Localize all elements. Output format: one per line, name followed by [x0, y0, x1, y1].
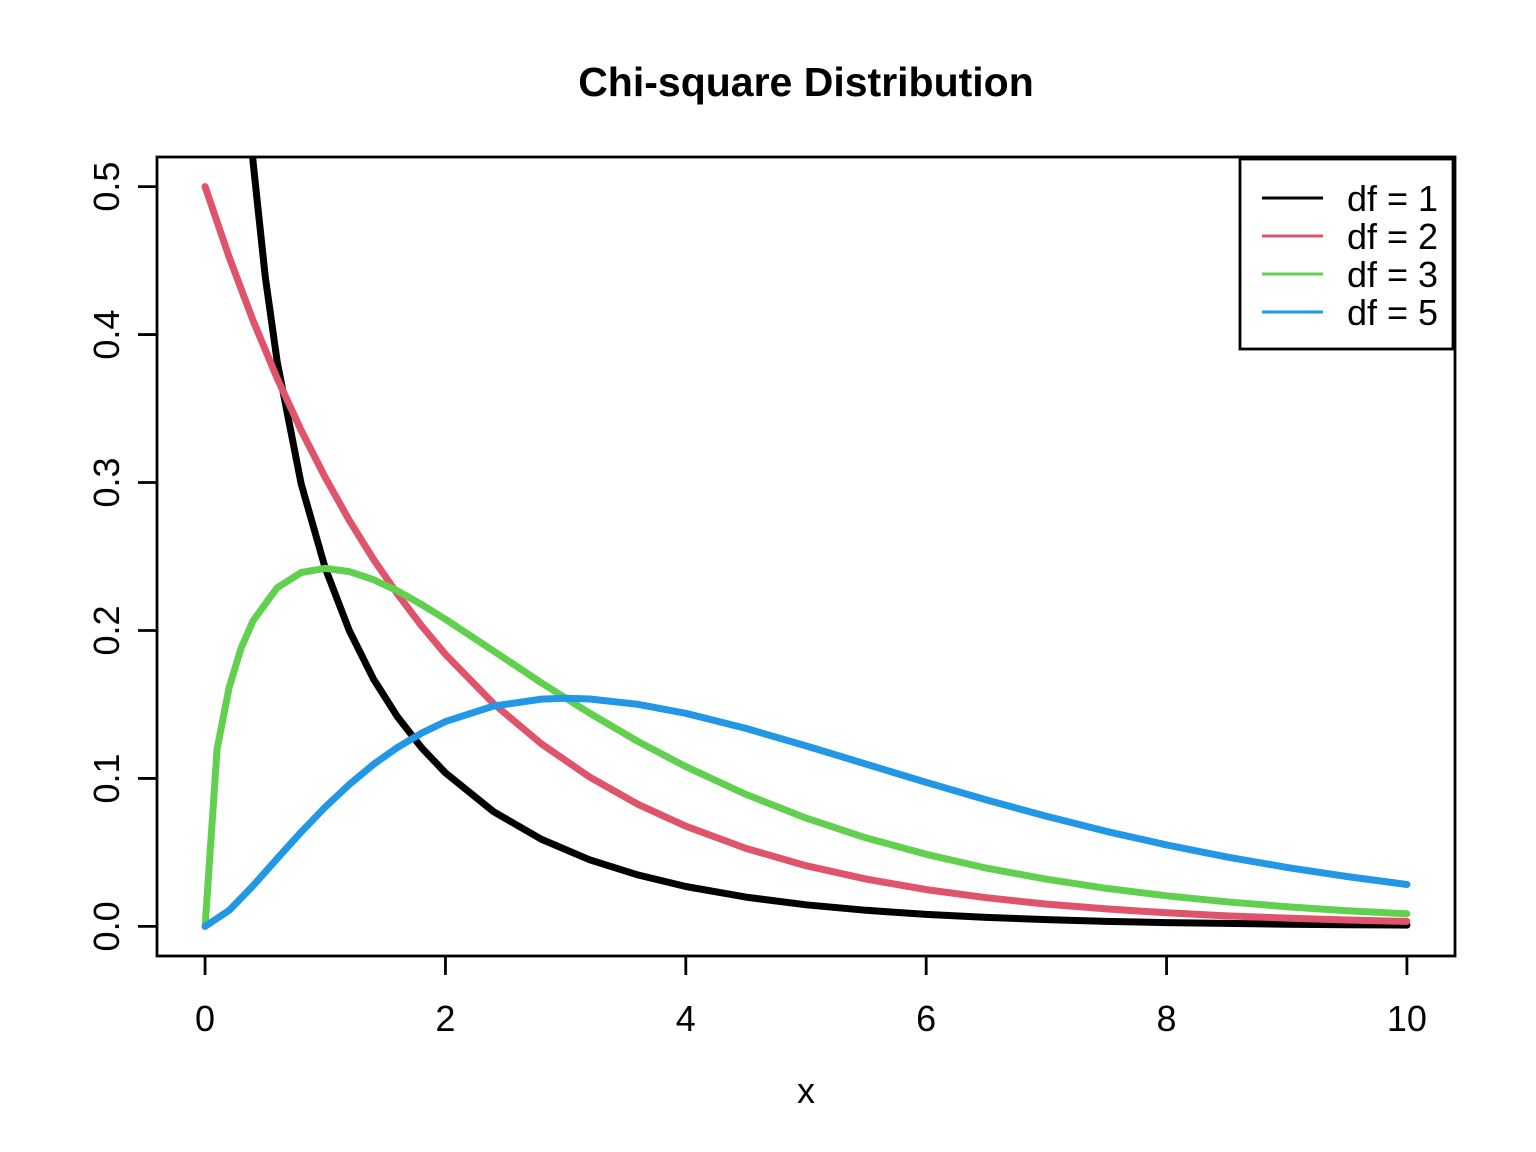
- x-tick-label: 4: [676, 998, 696, 1039]
- legend: df = 1df = 2df = 3df = 5: [1238, 157, 1455, 351]
- x-tick-label: 10: [1387, 998, 1427, 1039]
- legend-label-df-5: df = 5: [1347, 292, 1438, 333]
- chart-title: Chi-square Distribution: [578, 59, 1034, 105]
- x-tick-label: 0: [195, 998, 215, 1039]
- curve-df-1: [249, 157, 1411, 929]
- x-axis: 0 2 4 6 8 10: [195, 956, 1427, 1039]
- x-tick-label: 6: [916, 998, 936, 1039]
- y-tick-label: 0.5: [86, 162, 127, 212]
- curves-group: [201, 157, 1411, 930]
- legend-rows: df = 1df = 2df = 3df = 5: [1262, 178, 1438, 333]
- legend-label-df-2: df = 2: [1347, 216, 1438, 257]
- y-axis: 0.0 0.1 0.2 0.3 0.4 0.5: [86, 162, 157, 951]
- x-tick-label: 2: [435, 998, 455, 1039]
- curve-df-2: [201, 183, 1411, 925]
- y-tick-label: 0.2: [86, 605, 127, 655]
- x-tick-label: 8: [1157, 998, 1177, 1039]
- plot-box: [155, 155, 1457, 958]
- y-tick-label: 0.4: [86, 310, 127, 360]
- y-tick-label: 0.1: [86, 753, 127, 803]
- y-tick-label: 0.3: [86, 457, 127, 507]
- curve-df-5: [201, 694, 1411, 930]
- y-tick-label: 0.0: [86, 901, 127, 951]
- legend-label-df-1: df = 1: [1347, 178, 1438, 219]
- legend-box: [1238, 157, 1455, 351]
- x-axis-title: x: [797, 1070, 815, 1111]
- legend-label-df-3: df = 3: [1347, 254, 1438, 295]
